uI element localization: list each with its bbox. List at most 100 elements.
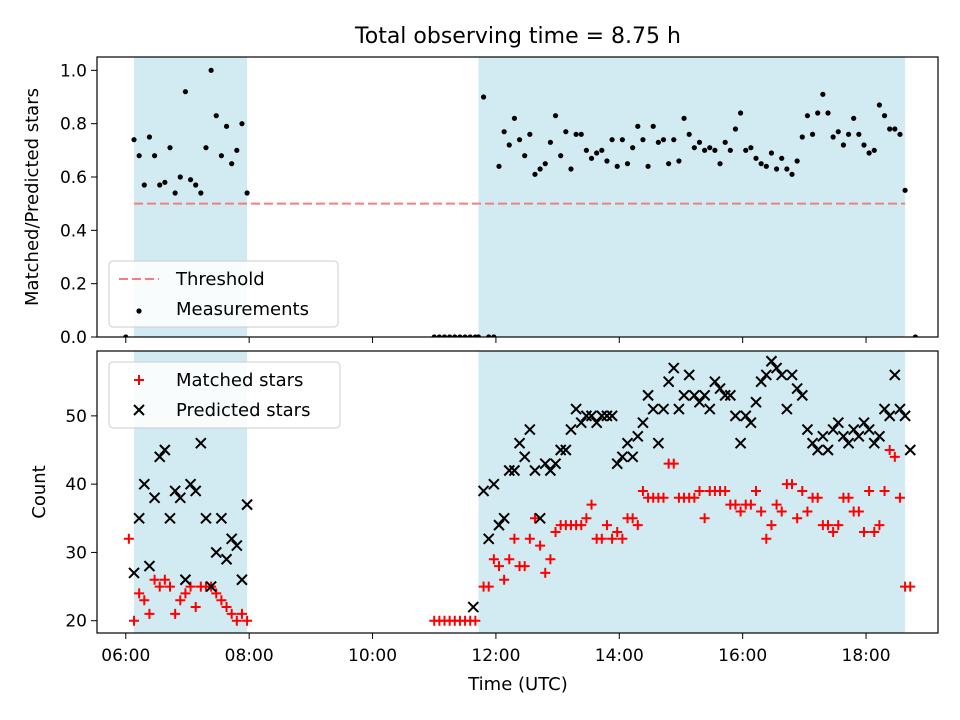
measurement-point xyxy=(732,126,739,132)
predicted-point xyxy=(601,410,613,422)
predicted-point xyxy=(189,485,202,497)
predicted-point xyxy=(210,546,222,559)
legend-label: Threshold xyxy=(175,269,265,290)
measurement-point xyxy=(157,182,163,188)
matched-point xyxy=(231,615,242,626)
predicted-point xyxy=(128,567,140,579)
predicted-point xyxy=(236,574,248,586)
matched-point xyxy=(797,485,808,496)
predicted-point xyxy=(467,601,479,613)
predicted-point xyxy=(148,492,161,504)
predicted-point xyxy=(195,437,207,449)
matched-point xyxy=(822,520,833,531)
matched-point xyxy=(694,485,705,496)
matched-point xyxy=(792,513,803,524)
measurement-point xyxy=(779,155,785,161)
predicted-point xyxy=(837,430,850,443)
measurement-point xyxy=(563,129,569,135)
legend-frame xyxy=(108,260,339,328)
predicted-point xyxy=(637,416,649,429)
y-axis-label: Count xyxy=(29,465,50,518)
predicted-point xyxy=(714,382,726,395)
matched-point xyxy=(586,499,597,510)
x-tick-label: 10:00 xyxy=(348,646,397,666)
measurement-point xyxy=(696,139,703,145)
predicted-point xyxy=(575,416,587,429)
measurement-point xyxy=(537,166,543,172)
measurement-point xyxy=(758,161,764,167)
matched-point xyxy=(226,608,237,619)
matched-point xyxy=(771,499,782,510)
measurement-point xyxy=(167,145,173,151)
y-tick-label: 20 xyxy=(65,612,87,632)
predicted-point xyxy=(863,423,875,436)
predicted-point xyxy=(904,444,916,456)
measurement-point xyxy=(182,89,189,95)
predicted-point xyxy=(899,410,911,422)
predicted-point xyxy=(590,416,603,429)
measurement-point xyxy=(467,334,473,337)
measurement-point xyxy=(748,145,754,151)
matched-point xyxy=(596,533,607,544)
measurement-point xyxy=(187,177,194,183)
measurement-point xyxy=(645,163,651,169)
measurement-point xyxy=(162,179,168,185)
matched-point xyxy=(540,567,551,578)
axes-frame xyxy=(96,56,939,338)
y-tick-label: 30 xyxy=(65,543,87,563)
measurement-point xyxy=(614,163,620,169)
measurement-point xyxy=(239,121,245,127)
predicted-point xyxy=(709,376,721,388)
y-axis-label: Matched/Predicted stars xyxy=(22,88,43,306)
x-tick-label: 16:00 xyxy=(718,646,767,666)
predicted-point xyxy=(241,498,253,511)
measurement-point xyxy=(912,334,918,337)
measurement-point xyxy=(511,115,518,121)
ratio-panel: 0.0 0.2 0.4 0.6 0.8 1.0 Matched/Predicted star… xyxy=(22,56,939,348)
predicted-point xyxy=(796,389,808,402)
matched-point xyxy=(545,554,556,565)
predicted-point xyxy=(878,403,891,415)
measurement-point xyxy=(830,134,836,140)
predicted-point xyxy=(508,464,521,477)
y-tick-label: 0.2 xyxy=(60,275,87,295)
matched-point xyxy=(879,485,890,496)
x-tick-label: 06:00 xyxy=(101,646,150,666)
matched-point xyxy=(607,533,618,544)
matched-point xyxy=(894,492,905,503)
measurement-point xyxy=(441,334,448,337)
matched-point xyxy=(519,561,530,572)
x-tick-label: 18:00 xyxy=(842,646,891,666)
measurement-point xyxy=(568,166,574,172)
y-tick-label: 0.4 xyxy=(60,221,87,241)
measurement-point xyxy=(743,147,749,153)
plot-area xyxy=(123,351,916,633)
figure-title: Total observing time = 8.75 h xyxy=(354,24,681,49)
measurement-point xyxy=(820,91,826,97)
measurement-point xyxy=(213,113,219,119)
measurement-point xyxy=(578,131,584,137)
predicted-point xyxy=(822,444,834,456)
matched-point xyxy=(154,581,165,592)
measurement-point xyxy=(198,190,204,196)
measurement-point xyxy=(172,190,178,196)
predicted-point xyxy=(729,410,742,422)
measurement-point xyxy=(203,145,209,151)
matched-point xyxy=(129,615,140,626)
measurement-point xyxy=(881,113,888,119)
x-axis-label: Time (UTC) xyxy=(467,674,568,695)
measurement-point xyxy=(635,123,641,129)
matched-point xyxy=(627,513,638,524)
measurement-point xyxy=(825,110,831,116)
measurement-point xyxy=(619,137,625,143)
matched-point xyxy=(529,513,540,524)
predicted-point xyxy=(832,416,844,429)
matched-point xyxy=(756,506,767,517)
legend-label: Predicted stars xyxy=(176,400,310,421)
predicted-point xyxy=(760,369,773,381)
measurement-point xyxy=(131,137,137,143)
predicted-point xyxy=(596,410,608,422)
predicted-point xyxy=(688,389,701,402)
matched-point xyxy=(699,513,710,524)
predicted-point xyxy=(585,410,598,422)
